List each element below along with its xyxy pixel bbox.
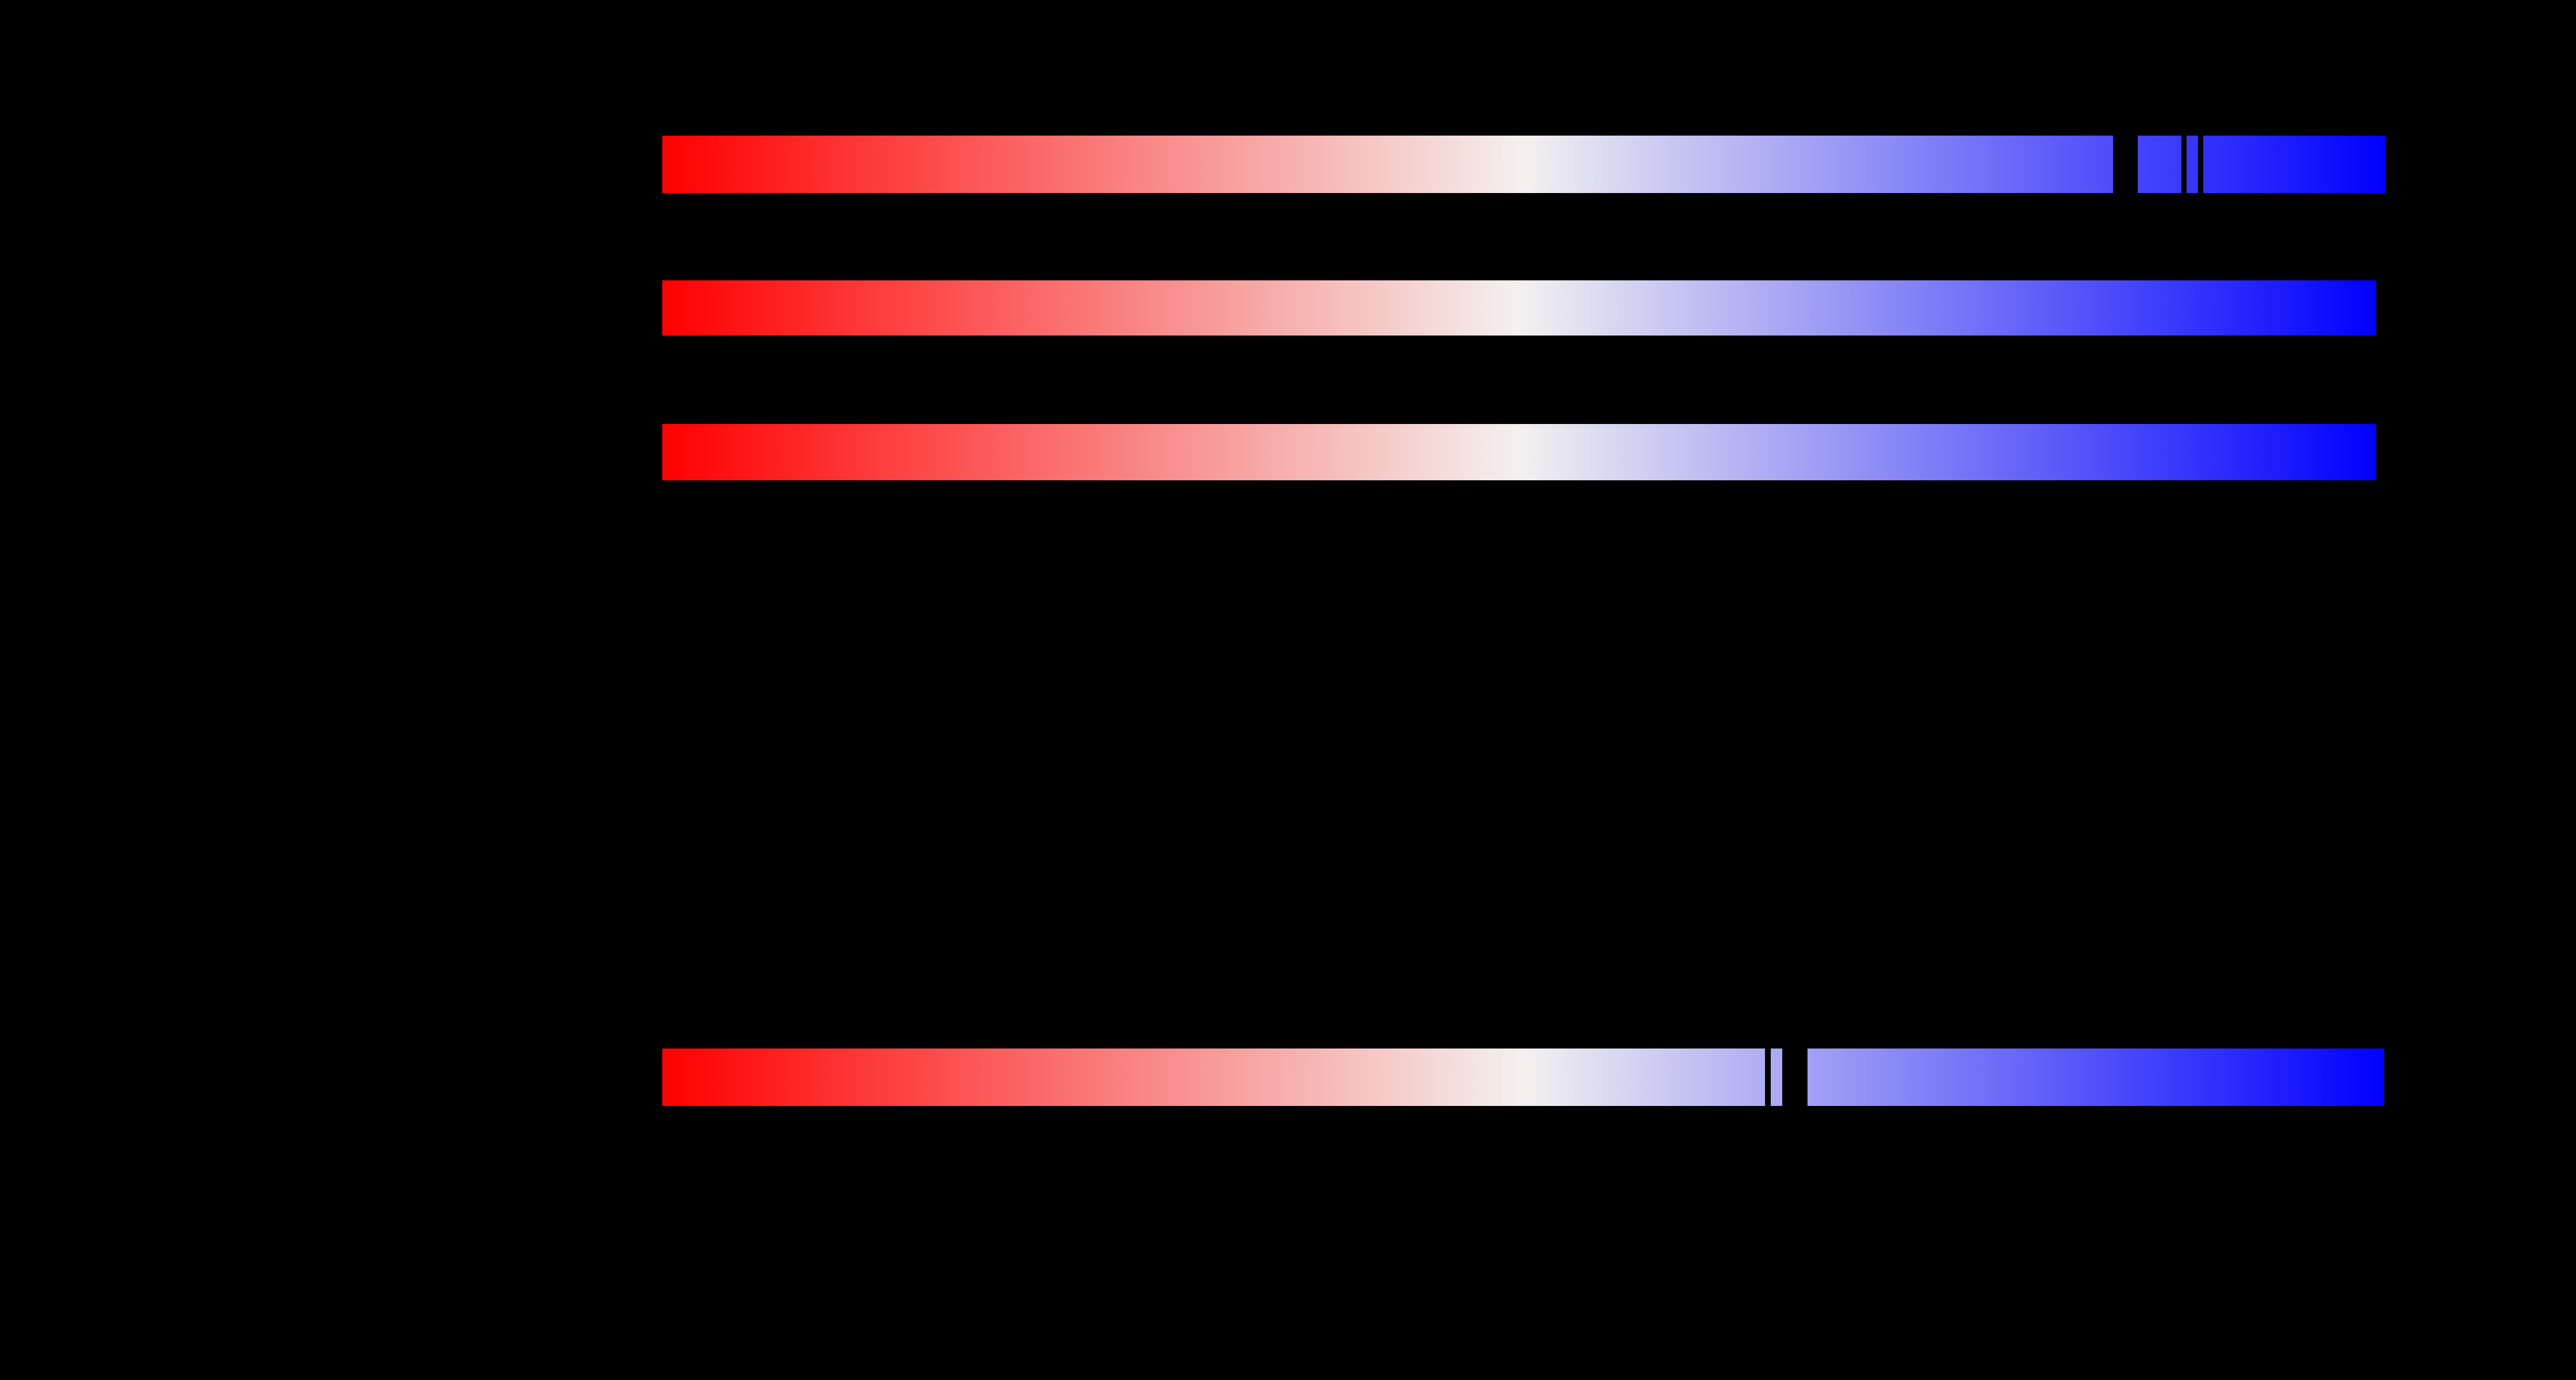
bar-gap [2113, 136, 2138, 193]
bar-gap [2198, 136, 2203, 193]
gradient-strip-3 [662, 424, 2376, 480]
gradient-strip-2 [662, 280, 2376, 336]
gradient-strip-1 [662, 136, 2385, 193]
bar-gap [1765, 1049, 1771, 1106]
bar-gap [1782, 1049, 1808, 1106]
bar-gap [2181, 136, 2187, 193]
gradient-strip-4 [662, 1049, 2384, 1106]
